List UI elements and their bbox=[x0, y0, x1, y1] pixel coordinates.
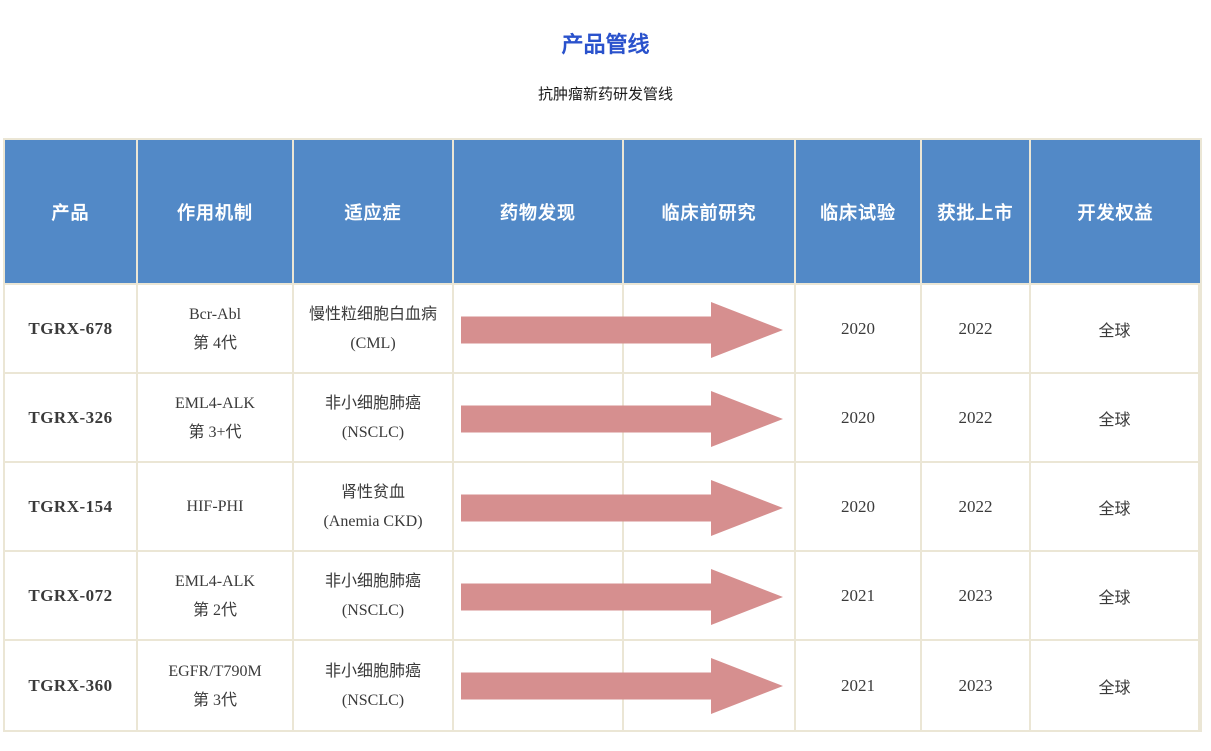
cell-product: TGRX-072 bbox=[5, 552, 138, 641]
cell-indication: 非小细胞肺癌 (NSCLC) bbox=[294, 552, 454, 641]
cell-preclinical bbox=[624, 374, 796, 463]
table-header-row: 产品 作用机制 适应症 药物发现 临床前研究 临床试验 获批上市 开发权益 bbox=[5, 140, 1200, 285]
cell-indication: 非小细胞肺癌 (NSCLC) bbox=[294, 641, 454, 730]
mechanism-line-2: 第 3+代 bbox=[188, 423, 242, 441]
indication-line-2: (NSCLC) bbox=[341, 423, 405, 441]
cell-clinical-trial: 2020 bbox=[796, 374, 922, 463]
cell-preclinical bbox=[624, 641, 796, 730]
cell-mechanism: EGFR/T790M 第 3代 bbox=[138, 641, 294, 730]
column-header-product: 产品 bbox=[5, 140, 138, 285]
table-row: TGRX-154 HIF-PHI 肾性贫血 (Anemia CKD) 2020 … bbox=[5, 463, 1200, 552]
indication-line-2: (CML) bbox=[350, 334, 396, 352]
mechanism-line-2: 第 4代 bbox=[192, 334, 237, 352]
cell-drug-discovery bbox=[454, 285, 624, 374]
cell-clinical-trial: 2020 bbox=[796, 285, 922, 374]
cell-clinical-trial: 2020 bbox=[796, 463, 922, 552]
indication-line-1: 肾性贫血 bbox=[340, 483, 405, 501]
cell-approval: 2023 bbox=[922, 641, 1031, 730]
cell-clinical-trial: 2021 bbox=[796, 641, 922, 730]
column-header-indication: 适应症 bbox=[294, 140, 454, 285]
mechanism-line-1: EML4-ALK bbox=[175, 394, 255, 412]
cell-approval: 2022 bbox=[922, 285, 1031, 374]
cell-mechanism: EML4-ALK 第 2代 bbox=[138, 552, 294, 641]
table-row: TGRX-360 EGFR/T790M 第 3代 非小细胞肺癌 (NSCLC) … bbox=[5, 641, 1200, 730]
mechanism-line-1: EML4-ALK bbox=[175, 572, 255, 590]
indication-line-2: (NSCLC) bbox=[341, 601, 405, 619]
cell-product: TGRX-326 bbox=[5, 374, 138, 463]
cell-mechanism: EML4-ALK 第 3+代 bbox=[138, 374, 294, 463]
cell-rights: 全球 bbox=[1031, 552, 1200, 641]
mechanism-line-1: EGFR/T790M bbox=[168, 662, 262, 680]
cell-indication: 慢性粒细胞白血病 (CML) bbox=[294, 285, 454, 374]
cell-product: TGRX-678 bbox=[5, 285, 138, 374]
page-title: 产品管线 bbox=[561, 32, 650, 57]
cell-drug-discovery bbox=[454, 552, 624, 641]
cell-clinical-trial: 2021 bbox=[796, 552, 922, 641]
pipeline-table: 产品 作用机制 适应症 药物发现 临床前研究 临床试验 获批上市 开发权益 TG… bbox=[3, 138, 1202, 732]
cell-mechanism: Bcr-Abl 第 4代 bbox=[138, 285, 294, 374]
indication-line-1: 非小细胞肺癌 bbox=[324, 572, 421, 590]
cell-product: TGRX-154 bbox=[5, 463, 138, 552]
cell-drug-discovery bbox=[454, 374, 624, 463]
cell-approval: 2022 bbox=[922, 374, 1031, 463]
cell-preclinical bbox=[624, 463, 796, 552]
mechanism-line-1: Bcr-Abl bbox=[188, 305, 242, 323]
column-header-preclinical: 临床前研究 bbox=[624, 140, 796, 285]
cell-mechanism: HIF-PHI bbox=[138, 463, 294, 552]
page-subtitle: 抗肿瘤新药研发管线 bbox=[537, 86, 673, 103]
cell-drug-discovery bbox=[454, 463, 624, 552]
cell-rights: 全球 bbox=[1031, 463, 1200, 552]
column-header-approval: 获批上市 bbox=[922, 140, 1031, 285]
cell-rights: 全球 bbox=[1031, 374, 1200, 463]
cell-preclinical bbox=[624, 552, 796, 641]
cell-rights: 全球 bbox=[1031, 641, 1200, 730]
indication-line-2: (Anemia CKD) bbox=[323, 512, 423, 530]
table-row: TGRX-072 EML4-ALK 第 2代 非小细胞肺癌 (NSCLC) 20… bbox=[5, 552, 1200, 641]
cell-product: TGRX-360 bbox=[5, 641, 138, 730]
table-row: TGRX-678 Bcr-Abl 第 4代 慢性粒细胞白血病 (CML) 202… bbox=[5, 285, 1200, 374]
column-header-mechanism: 作用机制 bbox=[138, 140, 294, 285]
table-row: TGRX-326 EML4-ALK 第 3+代 非小细胞肺癌 (NSCLC) 2… bbox=[5, 374, 1200, 463]
column-header-rights: 开发权益 bbox=[1031, 140, 1200, 285]
indication-line-1: 慢性粒细胞白血病 bbox=[308, 305, 437, 323]
cell-preclinical bbox=[624, 285, 796, 374]
cell-approval: 2022 bbox=[922, 463, 1031, 552]
indication-line-1: 非小细胞肺癌 bbox=[324, 394, 421, 412]
cell-drug-discovery bbox=[454, 641, 624, 730]
mechanism-line-1: HIF-PHI bbox=[186, 498, 244, 515]
cell-rights: 全球 bbox=[1031, 285, 1200, 374]
column-header-clinical-trial: 临床试验 bbox=[796, 140, 922, 285]
cell-indication: 肾性贫血 (Anemia CKD) bbox=[294, 463, 454, 552]
indication-line-2: (NSCLC) bbox=[341, 691, 405, 709]
column-header-drug-discovery: 药物发现 bbox=[454, 140, 624, 285]
cell-indication: 非小细胞肺癌 (NSCLC) bbox=[294, 374, 454, 463]
mechanism-line-2: 第 3代 bbox=[192, 691, 237, 709]
cell-approval: 2023 bbox=[922, 552, 1031, 641]
mechanism-line-2: 第 2代 bbox=[192, 601, 237, 619]
indication-line-1: 非小细胞肺癌 bbox=[324, 662, 421, 680]
